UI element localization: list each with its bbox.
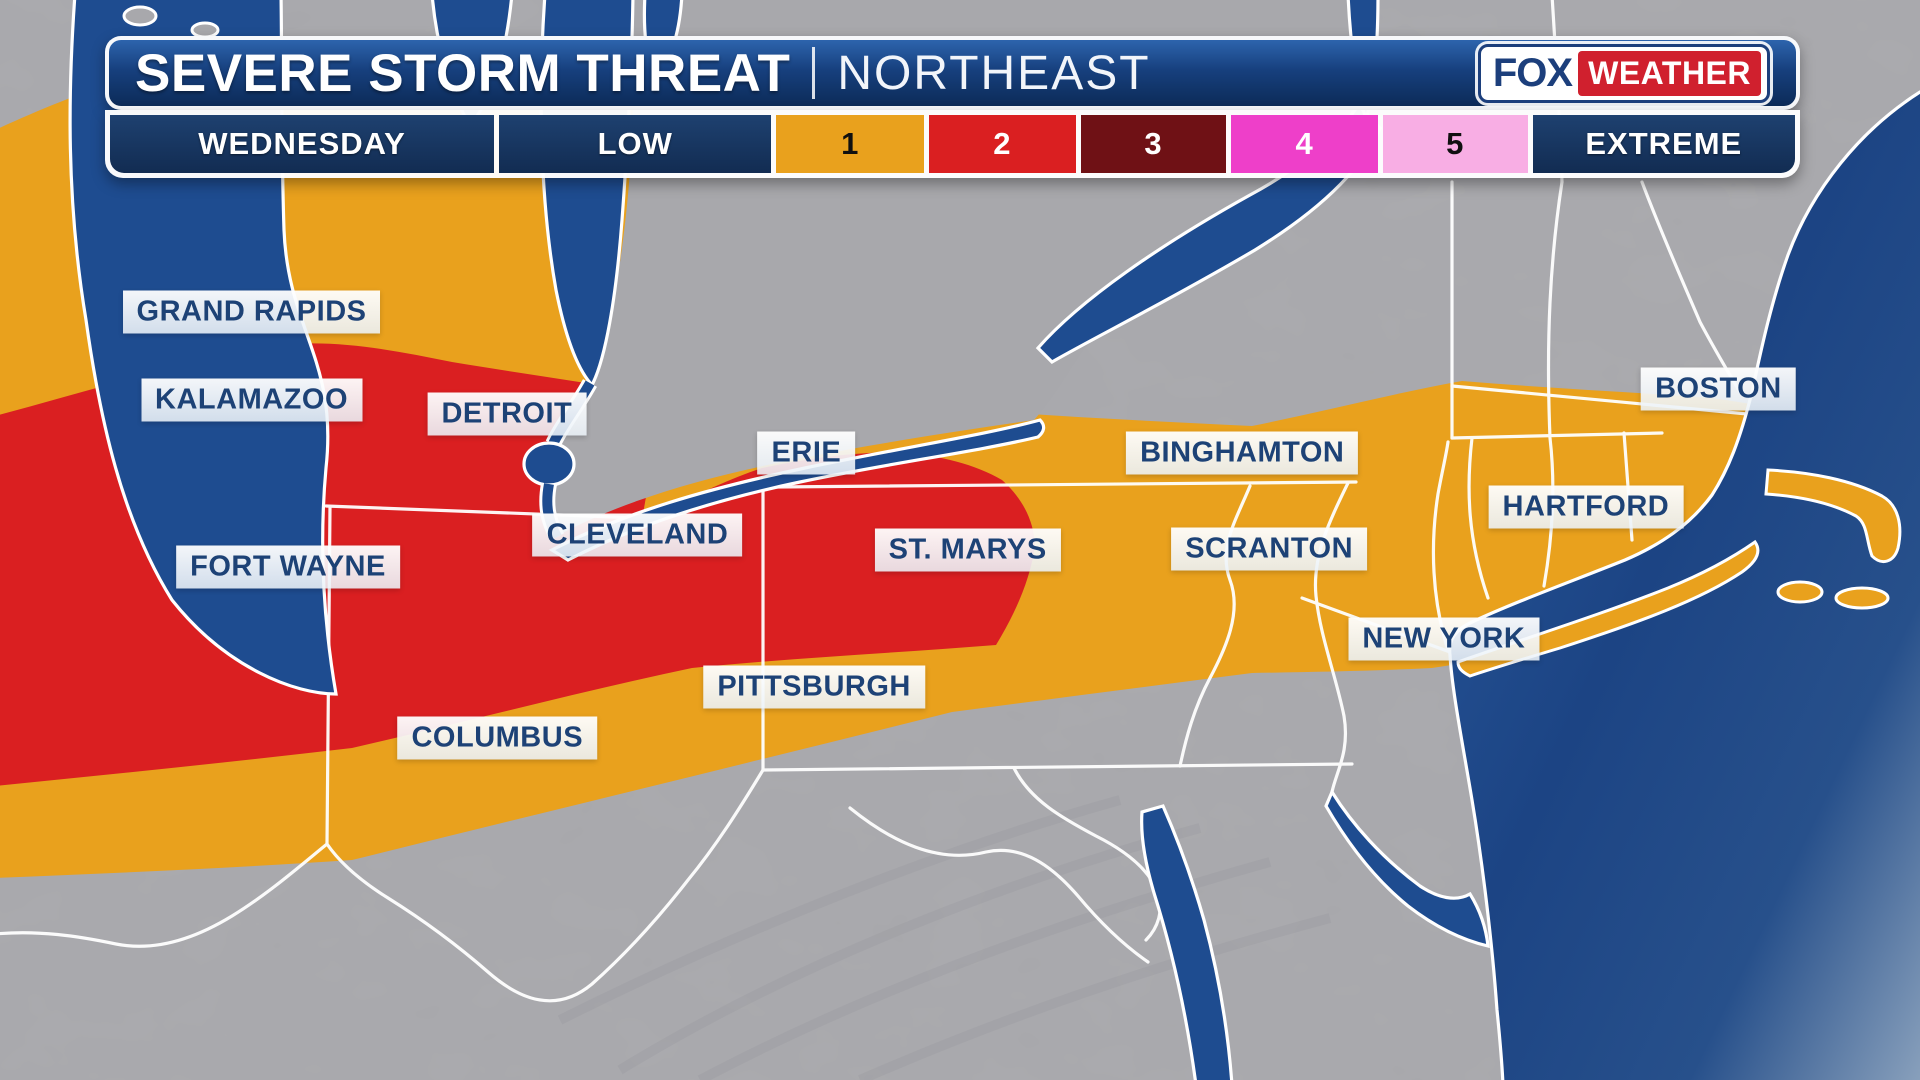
region-title: NORTHEAST [837,46,1151,100]
city-label-detroit: DETROIT [427,392,587,436]
city-label-fort-wayne: FORT WAYNE [176,545,400,589]
legend-item-3: 3 [1080,115,1227,173]
legend-item-1: 1 [776,115,925,173]
legend-item-low: LOW [499,115,772,173]
city-label-pittsburgh: PITTSBURGH [703,665,925,709]
state-borders [0,0,1792,1003]
border-newyork-connecticut [1467,436,1490,600]
city-label-new-york: NEW YORK [1348,617,1540,661]
legend-item-5: 5 [1382,115,1528,173]
city-label-hartford: HARTFORD [1488,485,1684,529]
banner: SEVERE STORM THREAT NORTHEAST FOX WEATHE… [105,36,1800,178]
legend-item-2: 2 [929,115,1076,173]
border-massachusetts-connecticut [1450,431,1664,440]
weather-logo-text: WEATHER [1578,50,1761,96]
chesapeake-bay [1140,804,1234,1080]
lake-erie [548,418,1046,562]
cape-cod [1764,468,1902,564]
legend-item-wednesday: WEDNESDAY [110,115,495,173]
city-label-cleveland: CLEVELAND [532,513,743,557]
city-label-boston: BOSTON [1641,367,1796,411]
threat-legend: WEDNESDAY LOW 1 2 3 4 5 EXTREME [105,110,1800,178]
river-connecticut [1542,180,1564,588]
city-label-kalamazoo: KALAMAZOO [141,378,363,422]
nantucket [1834,586,1890,610]
lake-michigan-island-1 [122,5,158,27]
river-hudson [1431,440,1450,652]
title-separator [812,47,816,99]
river-ohio [0,768,765,1003]
lake-michigan-island-2 [190,21,220,39]
border-westvirginia-virginia [848,806,1150,964]
border-mason-dixon [761,762,1354,772]
border-massachusetts-north [1450,384,1792,420]
lake-st-clair [522,441,576,487]
legend-item-4: 4 [1231,115,1378,173]
city-label-grand-rapids: GRAND RAPIDS [122,290,381,334]
marthas-vineyard [1776,580,1824,604]
city-label-columbus: COLUMBUS [397,716,598,760]
delaware-bay [1324,788,1490,949]
city-label-scranton: SCRANTON [1171,527,1368,571]
page-title: SEVERE STORM THREAT [135,43,791,103]
legend-item-extreme: EXTREME [1532,115,1795,173]
title-bar: SEVERE STORM THREAT NORTHEAST FOX WEATHE… [105,36,1800,110]
fox-logo-text: FOX [1492,50,1573,95]
city-label-binghamton: BINGHAMTON [1126,431,1359,475]
border-pennsylvania-newyork [773,480,1358,489]
city-label-erie: ERIE [757,431,856,475]
fox-weather-logo: FOX WEATHER [1477,43,1770,103]
city-label-st-marys: ST. MARYS [874,528,1061,572]
